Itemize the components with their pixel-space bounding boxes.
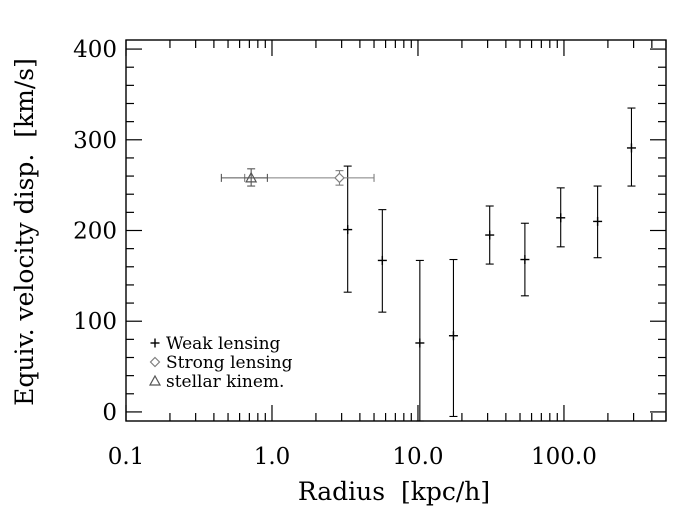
marker-plus [626,143,636,153]
data-point [415,259,425,422]
y-tick-label: 0 [102,400,117,426]
marker-plus [377,255,387,265]
legend-entry: Strong lensing [149,353,293,373]
data-point [626,107,636,187]
legend-entry: stellar kinem. [148,372,284,392]
plot-frame [125,39,667,422]
y-tick-label: 400 [73,37,117,63]
data-marks [220,107,636,422]
legend-label: Strong lensing [166,353,293,373]
data-point [448,258,458,418]
marker-triangle [245,171,258,183]
data-point [343,165,353,293]
x-tick-label: 10.0 [392,444,443,470]
tick-labels: 0.1 1.0 10.0 100.0 0 100 200 300 400 [73,37,597,470]
marker-plus [556,213,566,223]
data-point [556,187,566,248]
marker-plus [485,230,495,240]
data-point [220,168,268,187]
x-tick-label: 100.0 [531,444,597,470]
y-axis-label: Equiv. velocity disp. [km/s] [10,58,39,406]
marker-plus [593,216,603,226]
legend-marker-diamond [149,356,161,368]
legend-marker-triangle [148,374,162,386]
legend-label: Weak lensing [166,334,281,354]
y-tick-label: 300 [73,128,117,154]
marker-diamond [334,172,345,184]
data-point [485,205,495,265]
x-axis-label: Radius [kpc/h] [298,477,490,506]
marker-plus [448,331,458,341]
y-tick-label: 100 [73,309,117,335]
x-tick-label: 0.1 [108,444,145,470]
data-point [520,222,530,297]
x-tick-label: 1.0 [254,444,291,470]
data-point [593,185,603,259]
marker-plus [343,225,353,235]
y-tick-label: 200 [73,219,117,245]
marker-plus [415,338,425,348]
data-point [377,209,387,313]
tick-marks [125,40,667,421]
legend-marker-plus [150,338,160,348]
legend-entry: Weak lensing [150,334,281,354]
marker-plus [520,255,530,265]
legend-label: stellar kinem. [166,372,284,392]
